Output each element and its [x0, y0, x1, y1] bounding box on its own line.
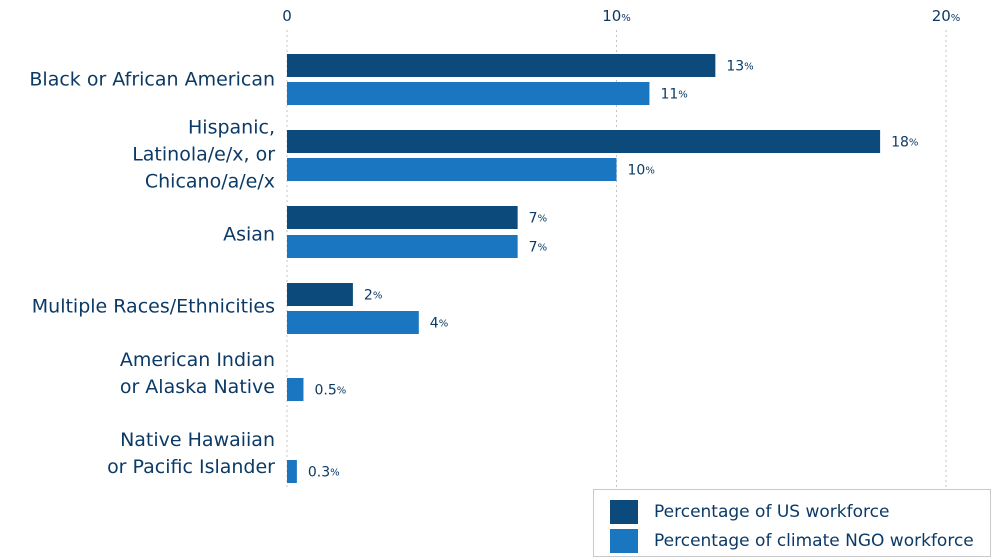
data-label: 10% [628, 163, 655, 179]
category-label: Hispanic, [188, 117, 275, 139]
category-label: Latinola/e/x, or [132, 144, 275, 166]
category-label: Black or African American [29, 69, 275, 91]
bar [287, 158, 617, 181]
bar [287, 311, 419, 334]
bar [287, 82, 650, 105]
category-label: Multiple Races/Ethnicities [32, 296, 275, 318]
data-label: 7% [529, 211, 547, 227]
bar [287, 283, 353, 306]
category-label: Asian [223, 224, 275, 246]
bar [287, 206, 518, 229]
bars [287, 54, 881, 483]
category-label: Native Hawaiian [120, 429, 275, 451]
category-label: or Pacific Islander [107, 456, 275, 478]
legend-item-us-workforce: Percentage of US workforce [610, 500, 889, 524]
data-label: 0.3% [308, 465, 340, 481]
data-label: 4% [430, 316, 448, 332]
bar [287, 235, 518, 258]
data-label: 2% [364, 288, 382, 304]
category-label: or Alaska Native [120, 376, 275, 398]
data-label: 0.5% [314, 383, 346, 399]
x-axis-ticks: 0 10% 20% [282, 7, 960, 25]
legend-swatch-us-workforce [610, 500, 638, 524]
category-label: Chicano/a/e/x [145, 171, 275, 193]
data-label: 7% [529, 240, 547, 256]
x-tick-label: 20% [932, 7, 961, 25]
legend-item-ngo-workforce: Percentage of climate NGO workforce [610, 529, 974, 553]
bar [287, 54, 716, 77]
legend: Percentage of US workforce Percentage of… [593, 489, 991, 557]
data-label: 18% [891, 135, 918, 151]
legend-label-ngo-workforce: Percentage of climate NGO workforce [654, 531, 974, 551]
category-labels: Black or African American Hispanic, Latino… [29, 69, 275, 479]
value-labels: 13% 18% 7% 2% 11% 10% 7% 4% 0.5% 0.3% [308, 59, 919, 481]
bar [287, 460, 297, 483]
legend-swatch-ngo-workforce [610, 529, 638, 553]
data-label: 13% [726, 59, 753, 75]
bar [287, 130, 881, 153]
x-tick-label: 0 [282, 7, 292, 25]
category-label: American Indian [120, 349, 275, 371]
gridlines [286, 30, 947, 487]
bar [287, 378, 304, 401]
data-label: 11% [660, 87, 687, 103]
x-tick-label: 10% [602, 7, 631, 25]
legend-label-us-workforce: Percentage of US workforce [654, 502, 890, 522]
